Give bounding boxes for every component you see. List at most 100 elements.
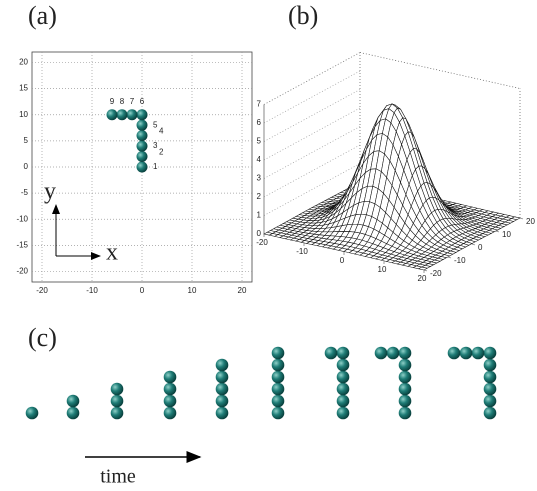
z-tick-label: 7 xyxy=(257,100,262,109)
y-tick-label: -15 xyxy=(16,241,28,250)
axis-label: x xyxy=(106,240,118,266)
bead xyxy=(271,382,285,396)
bead xyxy=(398,358,412,372)
bead xyxy=(336,358,350,372)
bead xyxy=(398,382,412,396)
z-tick-label: 6 xyxy=(257,118,262,127)
bead xyxy=(136,151,148,163)
bead xyxy=(215,370,229,384)
bead xyxy=(336,394,350,408)
panel-label: (c) xyxy=(28,323,57,352)
bead xyxy=(66,406,80,420)
grid-line xyxy=(263,52,361,105)
bead xyxy=(106,109,118,121)
bead xyxy=(136,140,148,152)
bead xyxy=(459,346,473,360)
point-label: 6 xyxy=(140,97,145,106)
configuration xyxy=(271,346,285,420)
bead xyxy=(336,370,350,384)
y-tick-label: -20 xyxy=(16,267,28,276)
point-label: 5 xyxy=(153,120,158,129)
bead xyxy=(116,109,128,121)
y-tick-label: 20 xyxy=(526,217,535,226)
y-tick-label: -5 xyxy=(21,188,29,197)
x-tick-label: -20 xyxy=(256,238,268,247)
configuration xyxy=(110,382,124,420)
y-tick-label: -10 xyxy=(454,256,466,265)
configuration xyxy=(25,406,39,420)
x-tick-label: -10 xyxy=(296,247,308,256)
x-tick-label: -10 xyxy=(86,286,98,295)
tick-mark xyxy=(495,230,500,233)
grid-line xyxy=(263,163,361,216)
x-tick-label: 10 xyxy=(378,265,387,274)
bead xyxy=(110,382,124,396)
configuration xyxy=(163,370,177,420)
configuration xyxy=(447,346,497,420)
bead xyxy=(271,394,285,408)
point-label: 3 xyxy=(153,141,158,150)
configuration xyxy=(374,346,412,420)
bead xyxy=(483,370,497,384)
grid-line xyxy=(263,144,361,198)
bead xyxy=(336,346,350,360)
configuration xyxy=(324,346,350,420)
bead xyxy=(25,406,39,420)
bead xyxy=(447,346,461,360)
z-tick-label: 3 xyxy=(257,174,262,183)
point-label: 4 xyxy=(159,127,164,136)
tick-mark xyxy=(471,243,476,246)
axis-label: y xyxy=(44,179,56,205)
bead xyxy=(398,370,412,384)
x-tick-label: 20 xyxy=(418,274,427,283)
grid-line xyxy=(263,70,361,124)
bead xyxy=(163,382,177,396)
point-label: 2 xyxy=(159,148,164,157)
bead xyxy=(483,406,497,420)
z-tick-label: 1 xyxy=(257,211,262,220)
bead xyxy=(110,394,124,408)
bead xyxy=(136,119,148,131)
bead xyxy=(271,406,285,420)
bead xyxy=(398,406,412,420)
point-label: 7 xyxy=(130,97,135,106)
bead xyxy=(136,109,148,121)
y-tick-label: -20 xyxy=(430,269,442,278)
x-tick-label: 0 xyxy=(140,286,145,295)
surface-cell xyxy=(417,266,428,271)
y-tick-label: 10 xyxy=(502,230,511,239)
bead xyxy=(136,161,148,173)
bead xyxy=(336,406,350,420)
configuration xyxy=(215,358,229,420)
bead xyxy=(386,346,400,360)
bead xyxy=(483,358,497,372)
x-tick-label: 0 xyxy=(340,256,345,265)
tick-mark xyxy=(423,269,428,272)
y-tick-label: 5 xyxy=(24,136,29,145)
y-tick-label: 0 xyxy=(24,162,29,171)
bead xyxy=(483,382,497,396)
point-label: 8 xyxy=(120,97,125,106)
bead xyxy=(374,346,388,360)
y-tick-label: -10 xyxy=(16,214,28,223)
bead xyxy=(398,394,412,408)
bead xyxy=(471,346,485,360)
bead xyxy=(483,394,497,408)
bead xyxy=(66,394,80,408)
y-tick-label: 15 xyxy=(19,84,28,93)
bead xyxy=(215,382,229,396)
configuration xyxy=(66,394,80,420)
y-tick-label: 0 xyxy=(478,243,483,252)
panel-label: (b) xyxy=(288,1,318,30)
bead xyxy=(398,346,412,360)
bead xyxy=(271,370,285,384)
bead xyxy=(163,370,177,384)
grid-line xyxy=(263,126,361,179)
z-tick-label: 0 xyxy=(257,229,262,238)
bead xyxy=(163,406,177,420)
bead xyxy=(126,109,138,121)
grid-line xyxy=(263,89,361,142)
tick-mark xyxy=(519,217,524,220)
point-label: 9 xyxy=(110,97,115,106)
